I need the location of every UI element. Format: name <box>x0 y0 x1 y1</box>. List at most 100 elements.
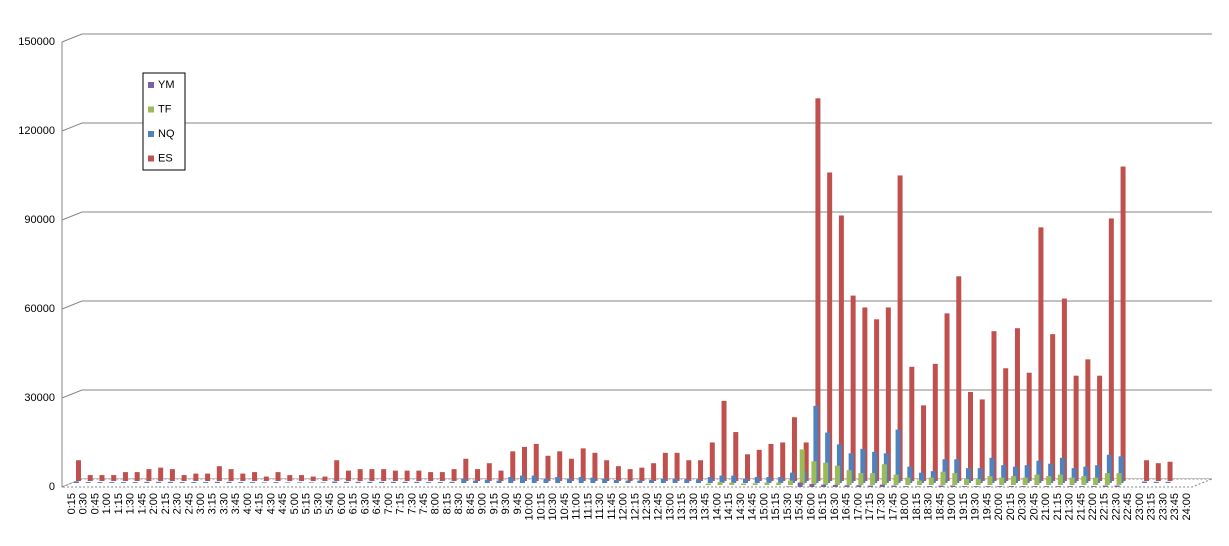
grid-line <box>61 122 1212 132</box>
x-tick-label: 11:00 <box>571 493 583 520</box>
bar <box>416 470 422 481</box>
bar <box>868 485 874 487</box>
x-tick-label: 21:00 <box>1040 493 1052 521</box>
bar <box>156 481 162 483</box>
bar <box>813 405 819 483</box>
x-tick-label: 2:15 <box>160 493 172 514</box>
bar <box>930 471 936 483</box>
bar <box>821 484 827 487</box>
bar <box>369 469 375 481</box>
x-tick-label: 15:45 <box>794 493 806 521</box>
x-tick-label: 3:00 <box>195 493 207 514</box>
bar <box>809 484 815 487</box>
bar <box>733 432 739 481</box>
bar <box>968 392 973 481</box>
bar <box>834 465 840 485</box>
bar <box>966 468 971 483</box>
x-tick-label: 10:00 <box>524 493 536 521</box>
x-tick-label: 9:00 <box>477 493 489 514</box>
x-tick-label: 18:45 <box>934 493 946 521</box>
x-tick-label: 23:45 <box>1169 493 1181 521</box>
bar <box>1024 465 1030 483</box>
bar <box>287 475 293 481</box>
bar <box>1022 477 1028 485</box>
x-tick-label: 14:45 <box>747 493 759 521</box>
x-tick-label: 5:00 <box>289 493 301 514</box>
x-tick-label: 15:00 <box>758 493 770 521</box>
bar <box>216 466 222 481</box>
bar <box>741 483 746 485</box>
bar <box>522 446 527 481</box>
bar <box>226 481 232 483</box>
legend-swatch <box>148 155 154 162</box>
bar <box>838 215 844 481</box>
x-tick-label: 2:30 <box>172 493 184 514</box>
x-tick-label: 19:30 <box>970 493 982 521</box>
x-tick-label: 12:00 <box>618 493 630 521</box>
x-tick-label: 20:45 <box>1028 493 1040 521</box>
bar <box>1061 298 1067 481</box>
x-tick-label: 7:30 <box>406 493 418 514</box>
bar <box>310 476 316 481</box>
bar <box>520 475 525 483</box>
x-tick-label: 5:30 <box>312 493 324 514</box>
bar <box>973 486 979 487</box>
x-tick-label: 19:45 <box>981 493 993 521</box>
bar <box>1120 166 1126 482</box>
bar <box>815 98 821 482</box>
bar <box>345 470 351 481</box>
bar <box>870 473 876 485</box>
bar <box>1118 456 1124 483</box>
bar <box>651 463 657 481</box>
bar <box>696 479 702 483</box>
bar <box>1038 227 1044 481</box>
x-tick-label: 22:45 <box>1122 493 1134 521</box>
bar <box>709 442 715 481</box>
x-tick-label: 0:45 <box>89 493 101 514</box>
bar <box>811 461 817 485</box>
x-tick-label: 17:00 <box>852 493 864 521</box>
bar <box>915 486 921 487</box>
bar <box>169 469 175 481</box>
bar <box>785 486 791 487</box>
x-tick-label: 8:00 <box>430 493 442 514</box>
bar <box>510 451 516 481</box>
bar <box>308 482 314 483</box>
bar <box>921 405 927 481</box>
bar <box>1093 477 1099 485</box>
x-tick-label: 10:30 <box>547 493 559 521</box>
bar <box>985 486 991 487</box>
x-tick-label: 4:30 <box>265 493 277 514</box>
bar <box>731 475 737 483</box>
grid-line <box>61 300 1212 310</box>
bar <box>836 444 842 483</box>
bar <box>158 467 164 481</box>
bar <box>1020 486 1026 487</box>
x-tick-label: 13:45 <box>700 493 712 521</box>
bar <box>799 449 805 485</box>
bar <box>903 486 909 487</box>
x-tick-label: 2:00 <box>148 493 160 514</box>
bar <box>240 473 246 481</box>
bar <box>754 477 760 483</box>
bar <box>275 472 281 481</box>
bar <box>627 469 633 481</box>
bar <box>926 486 932 487</box>
bar <box>357 469 363 481</box>
x-tick-label: 6:45 <box>371 493 383 514</box>
bar <box>881 464 887 485</box>
bar <box>134 472 140 481</box>
grid-line <box>61 33 1212 43</box>
x-tick-label: 13:30 <box>688 493 700 521</box>
bar <box>484 480 490 483</box>
bar <box>379 481 385 483</box>
bar <box>1032 486 1038 487</box>
bar <box>856 485 862 487</box>
x-tick-label: 12:30 <box>641 493 653 521</box>
bar <box>964 479 969 485</box>
bar <box>85 482 91 483</box>
bar <box>486 463 492 481</box>
bar <box>602 478 608 483</box>
bar <box>1095 465 1101 483</box>
bar <box>1059 457 1065 483</box>
